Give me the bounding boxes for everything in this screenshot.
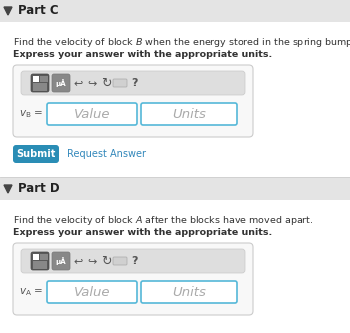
Bar xyxy=(0,200,350,333)
Bar xyxy=(33,76,39,82)
FancyBboxPatch shape xyxy=(31,74,49,92)
FancyBboxPatch shape xyxy=(13,243,253,315)
Bar xyxy=(0,178,350,200)
Text: μÅ: μÅ xyxy=(56,257,66,265)
Bar xyxy=(40,254,48,260)
Text: ↩: ↩ xyxy=(73,256,83,266)
Bar xyxy=(33,254,39,260)
Polygon shape xyxy=(4,7,12,15)
Text: Units: Units xyxy=(172,108,206,121)
Bar xyxy=(0,0,350,22)
FancyBboxPatch shape xyxy=(21,249,245,273)
FancyBboxPatch shape xyxy=(13,145,59,163)
Text: Find the velocity of block $A$ after the blocks have moved apart.: Find the velocity of block $A$ after the… xyxy=(13,214,314,227)
Text: ↪: ↪ xyxy=(87,256,97,266)
Text: Part C: Part C xyxy=(18,5,59,18)
Text: Find the velocity of block $B$ when the energy stored in the spring bumpers is m: Find the velocity of block $B$ when the … xyxy=(13,36,350,49)
FancyBboxPatch shape xyxy=(52,252,70,270)
FancyBboxPatch shape xyxy=(47,281,137,303)
Text: Request Answer: Request Answer xyxy=(67,149,146,159)
Text: Value: Value xyxy=(74,108,110,121)
Bar xyxy=(33,261,47,269)
Text: ?: ? xyxy=(131,256,137,266)
Bar xyxy=(0,22,350,177)
Text: Express your answer with the appropriate units.: Express your answer with the appropriate… xyxy=(13,50,272,59)
Text: Part D: Part D xyxy=(18,182,60,195)
Text: ↪: ↪ xyxy=(87,78,97,88)
FancyBboxPatch shape xyxy=(141,281,237,303)
Text: Submit: Submit xyxy=(16,149,56,159)
Text: Express your answer with the appropriate units.: Express your answer with the appropriate… xyxy=(13,228,272,237)
FancyBboxPatch shape xyxy=(113,257,127,265)
Text: ↻: ↻ xyxy=(101,77,111,90)
FancyBboxPatch shape xyxy=(52,74,70,92)
Text: Value: Value xyxy=(74,285,110,298)
FancyBboxPatch shape xyxy=(21,71,245,95)
Text: μÅ: μÅ xyxy=(56,79,66,87)
Text: $v_\mathrm{B}$ =: $v_\mathrm{B}$ = xyxy=(19,108,43,120)
Text: ↻: ↻ xyxy=(101,254,111,267)
Text: ↩: ↩ xyxy=(73,78,83,88)
Text: ?: ? xyxy=(131,78,137,88)
FancyBboxPatch shape xyxy=(31,252,49,270)
Bar xyxy=(40,76,48,82)
Text: $v_\mathrm{A}$ =: $v_\mathrm{A}$ = xyxy=(19,286,43,298)
FancyBboxPatch shape xyxy=(47,103,137,125)
Polygon shape xyxy=(4,185,12,193)
Text: Units: Units xyxy=(172,285,206,298)
FancyBboxPatch shape xyxy=(141,103,237,125)
FancyBboxPatch shape xyxy=(113,79,127,87)
Bar xyxy=(33,83,47,91)
FancyBboxPatch shape xyxy=(13,65,253,137)
